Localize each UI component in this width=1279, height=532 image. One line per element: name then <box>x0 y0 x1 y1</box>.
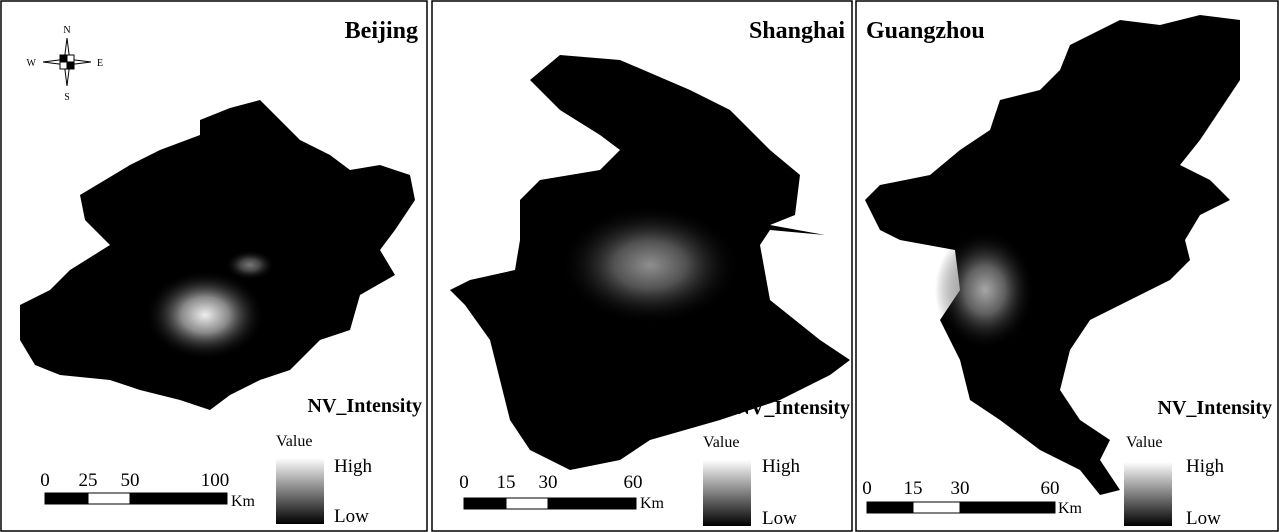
beijing-map <box>20 100 415 410</box>
city-title: Beijing <box>345 18 418 44</box>
legend-ramp <box>703 460 751 526</box>
scale-tick: 100 <box>201 470 230 491</box>
legend-low: Low <box>334 506 369 527</box>
scale-unit: Km <box>231 493 256 510</box>
panel-frame <box>431 0 853 532</box>
value-label: Value <box>703 434 739 451</box>
scale-bar <box>463 497 637 510</box>
compass-label: N <box>63 25 70 36</box>
compass-label: S <box>64 92 70 103</box>
scale-tick: 15 <box>497 472 516 493</box>
scale-tick: 30 <box>951 478 970 499</box>
shanghai-map <box>450 55 850 470</box>
scale-tick: 0 <box>40 470 50 491</box>
legend-title: NV_Intensity <box>308 395 422 417</box>
guangzhou-map <box>865 15 1240 495</box>
city-title: Guangzhou <box>866 18 985 44</box>
scale-tick: 60 <box>624 472 643 493</box>
legend-high: High <box>334 456 373 477</box>
legend-ramp <box>276 458 324 524</box>
scale-bar <box>44 492 228 505</box>
legend-ramp <box>1124 462 1172 526</box>
value-label: Value <box>1126 434 1162 451</box>
scale-unit: Km <box>640 495 665 512</box>
legend-high: High <box>1186 456 1225 477</box>
scale-tick: 0 <box>862 478 872 499</box>
legend-low: Low <box>762 508 797 529</box>
legend-title: NV_Intensity <box>1158 397 1272 419</box>
scale-bar <box>866 501 1056 514</box>
scale-unit: Km <box>1058 500 1083 517</box>
city-title: Shanghai <box>749 18 845 44</box>
scale-tick: 25 <box>79 470 98 491</box>
panel-frame <box>0 0 428 532</box>
compass-label: W <box>27 58 37 69</box>
compass-label: E <box>97 58 103 69</box>
panel-frame <box>855 0 1279 532</box>
legend-title: NV_Intensity <box>736 397 850 419</box>
legend-high: High <box>762 456 801 477</box>
scale-tick: 0 <box>459 472 469 493</box>
legend-low: Low <box>1186 508 1221 529</box>
scale-tick: 60 <box>1041 478 1060 499</box>
compass <box>42 37 92 87</box>
scale-tick: 30 <box>539 472 558 493</box>
value-label: Value <box>276 433 312 450</box>
scale-tick: 50 <box>121 470 140 491</box>
scale-tick: 15 <box>904 478 923 499</box>
